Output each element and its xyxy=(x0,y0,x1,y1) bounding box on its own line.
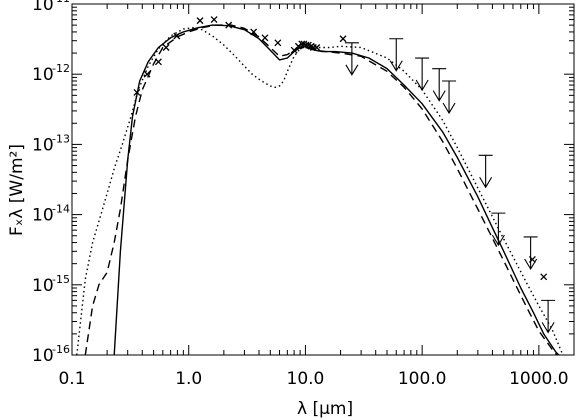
y-tick-label: 10-11 xyxy=(32,0,70,15)
upper-limit-arrow xyxy=(541,299,556,334)
y-tick-label: 10-16 xyxy=(32,343,70,366)
upper-limit-arrow xyxy=(432,68,447,102)
y-tick-base: 10 xyxy=(32,346,54,366)
model-curve-dotted xyxy=(76,27,564,355)
y-tick-base: 10 xyxy=(32,65,54,85)
y-tick-exponent: -16 xyxy=(52,343,70,356)
observed-point xyxy=(133,88,141,96)
observed-point xyxy=(250,28,258,36)
observed-point xyxy=(196,17,204,25)
y-tick-exponent: -12 xyxy=(52,62,70,75)
upper-limits xyxy=(344,38,556,334)
observed-point xyxy=(225,21,233,29)
y-tick-base: 10 xyxy=(32,135,54,155)
observed-point xyxy=(261,34,269,42)
observed-point xyxy=(294,42,302,50)
x-tick-label: 0.1 xyxy=(58,369,85,389)
upper-limit-arrow xyxy=(344,42,359,76)
axis-ticks xyxy=(71,4,575,356)
upper-limit-arrow xyxy=(478,154,493,189)
observed-point xyxy=(339,35,347,43)
y-tick-label: 10-15 xyxy=(32,273,70,296)
observed-point xyxy=(302,41,310,49)
model-curve-dashed xyxy=(84,24,558,355)
y-tick-base: 10 xyxy=(32,0,54,15)
observed-point xyxy=(143,70,151,78)
y-tick-label: 10-14 xyxy=(32,203,70,226)
y-tick-exponent: -15 xyxy=(52,273,70,286)
x-tick-labels: 0.1 1.0 10.0 100.0 1000.0 xyxy=(58,369,568,389)
y-tick-exponent: -13 xyxy=(52,132,70,145)
x-tick-label: 10.0 xyxy=(287,369,325,389)
y-tick-label: 10-13 xyxy=(32,132,70,155)
observed-point xyxy=(173,32,181,40)
upper-limit-arrow xyxy=(491,212,506,247)
upper-limit-arrow xyxy=(523,236,538,271)
observed-point xyxy=(210,16,218,24)
x-tick-label: 1.0 xyxy=(175,369,202,389)
x-axis-label: λ [μm] xyxy=(297,399,353,419)
observed-point xyxy=(274,39,282,47)
upper-limit-arrow xyxy=(415,57,430,92)
y-tick-exponent: -14 xyxy=(52,203,70,216)
observed-point xyxy=(313,44,321,51)
observed-points xyxy=(133,16,548,281)
model-curve-solid xyxy=(113,24,560,355)
model-curves xyxy=(76,24,564,355)
observed-point xyxy=(298,40,306,48)
y-tick-label: 10-12 xyxy=(32,62,70,85)
y-tick-base: 10 xyxy=(32,206,54,226)
x-tick-label: 1000.0 xyxy=(509,369,568,389)
upper-limit-arrow xyxy=(389,38,404,72)
y-axis-label: Fₓλ [W/m²] xyxy=(7,144,27,236)
y-tick-base: 10 xyxy=(32,276,54,296)
plot-frame xyxy=(71,3,575,356)
upper-limit-arrow xyxy=(442,80,457,115)
observed-point xyxy=(540,273,548,281)
x-tick-label: 100.0 xyxy=(398,369,447,389)
observed-point xyxy=(162,44,170,51)
y-tick-exponent: -11 xyxy=(52,0,70,5)
observed-point xyxy=(154,58,162,66)
